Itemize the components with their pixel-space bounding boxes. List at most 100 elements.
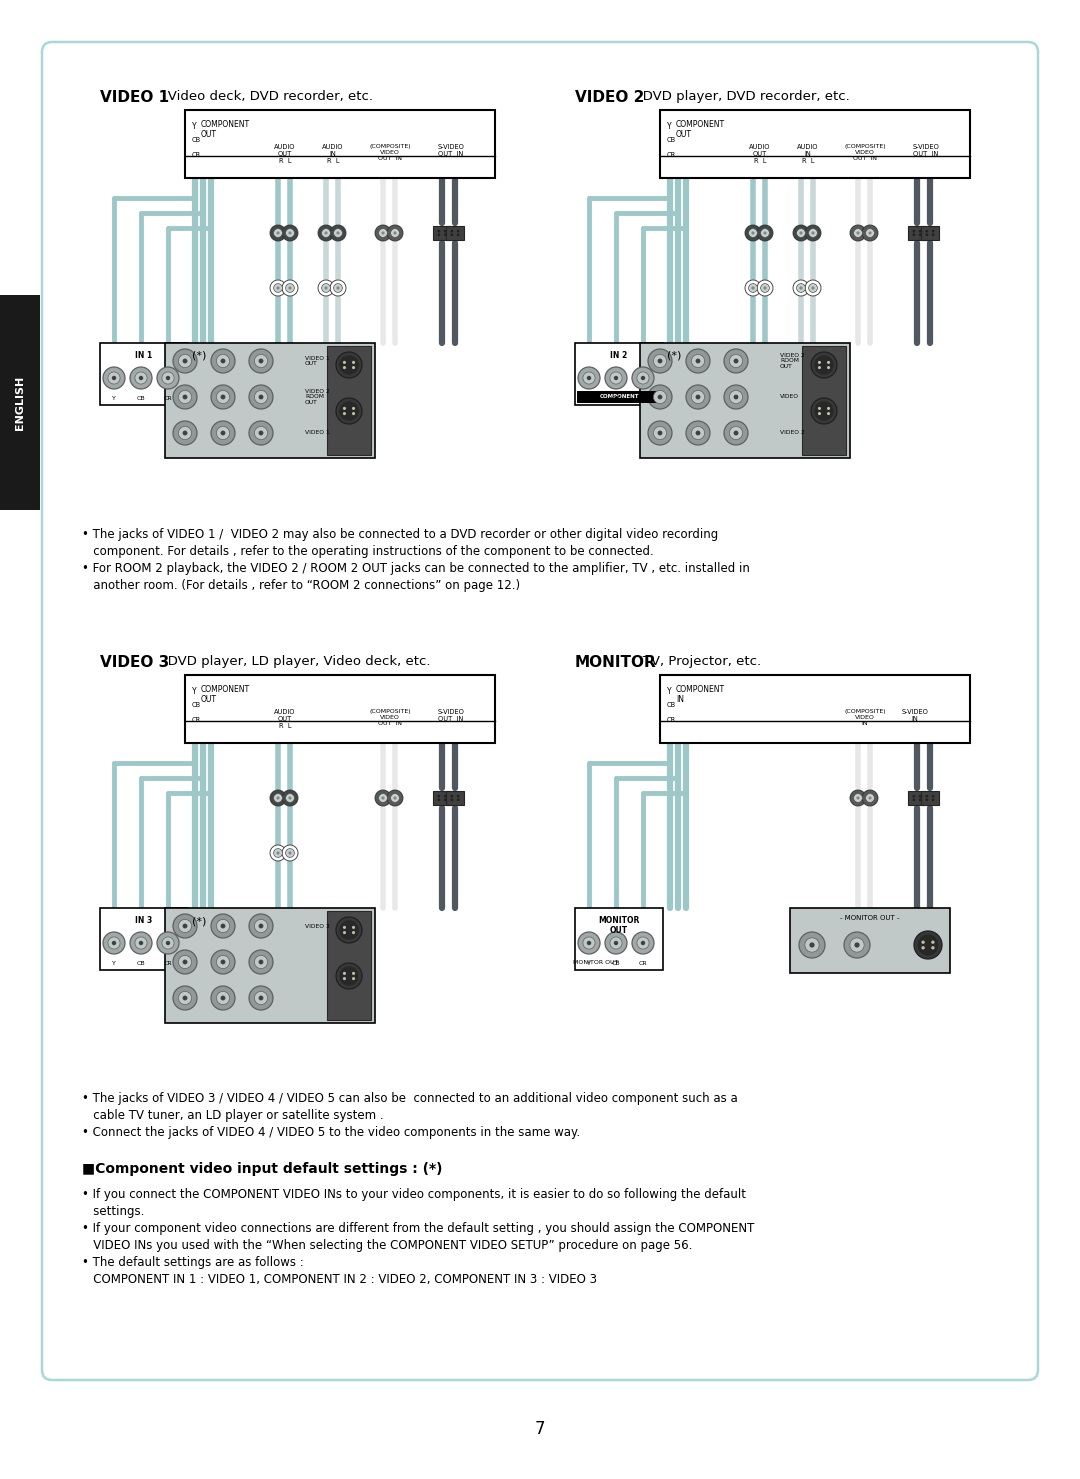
Circle shape — [931, 947, 934, 950]
Circle shape — [285, 284, 295, 293]
Circle shape — [342, 932, 346, 935]
Circle shape — [578, 367, 600, 389]
Text: VIDEO: VIDEO — [780, 395, 799, 399]
Circle shape — [162, 938, 174, 950]
Circle shape — [255, 390, 268, 404]
Circle shape — [648, 422, 672, 445]
Circle shape — [387, 225, 403, 241]
Circle shape — [166, 376, 171, 380]
Circle shape — [108, 371, 120, 385]
Circle shape — [919, 799, 921, 802]
Text: CB: CB — [611, 396, 620, 401]
Circle shape — [336, 287, 339, 290]
Circle shape — [270, 790, 286, 806]
Bar — [575, 343, 663, 405]
Circle shape — [273, 229, 282, 238]
Circle shape — [653, 426, 666, 439]
Circle shape — [258, 960, 264, 964]
Text: VIDEO 3: VIDEO 3 — [305, 923, 329, 929]
Circle shape — [760, 229, 769, 238]
Circle shape — [112, 941, 117, 945]
Text: IN: IN — [676, 695, 684, 704]
Circle shape — [249, 385, 273, 410]
Circle shape — [865, 794, 875, 803]
Circle shape — [809, 284, 818, 293]
Text: AUDIO
IN
R  L: AUDIO IN R L — [322, 143, 343, 164]
Bar — [0, 294, 40, 510]
Text: VIDEO 2: VIDEO 2 — [575, 90, 645, 105]
Circle shape — [288, 231, 292, 235]
Circle shape — [322, 284, 330, 293]
Circle shape — [211, 349, 235, 373]
Text: CB: CB — [137, 396, 146, 401]
Text: settings.: settings. — [82, 1205, 145, 1219]
Text: OUT: OUT — [201, 695, 217, 704]
Circle shape — [135, 371, 147, 385]
Circle shape — [183, 395, 188, 399]
Circle shape — [919, 229, 921, 232]
Circle shape — [130, 932, 152, 954]
Text: S-VIDEO
OUT  IN: S-VIDEO OUT IN — [913, 143, 940, 157]
Circle shape — [173, 422, 197, 445]
Circle shape — [216, 920, 230, 933]
Circle shape — [818, 413, 821, 416]
Circle shape — [342, 972, 346, 975]
Bar — [327, 346, 372, 456]
Text: CB: CB — [192, 138, 201, 143]
Text: AUDIO
IN
R  L: AUDIO IN R L — [797, 143, 819, 164]
Circle shape — [258, 995, 264, 1000]
Circle shape — [686, 349, 710, 373]
Circle shape — [139, 941, 144, 945]
Circle shape — [220, 395, 226, 399]
Circle shape — [586, 941, 591, 945]
Circle shape — [583, 938, 595, 950]
Circle shape — [276, 287, 280, 290]
Text: Y: Y — [192, 121, 197, 132]
Circle shape — [375, 225, 391, 241]
Circle shape — [288, 852, 292, 855]
Circle shape — [393, 231, 396, 235]
Circle shape — [856, 796, 860, 800]
Circle shape — [444, 799, 446, 802]
Bar — [921, 791, 939, 805]
Circle shape — [352, 361, 355, 364]
Circle shape — [322, 229, 330, 238]
Circle shape — [862, 225, 878, 241]
Circle shape — [216, 390, 230, 404]
Circle shape — [457, 794, 459, 797]
Circle shape — [811, 398, 837, 424]
Text: TV, Projector, etc.: TV, Projector, etc. — [630, 655, 760, 669]
Circle shape — [637, 371, 649, 385]
Circle shape — [324, 287, 327, 290]
Bar — [327, 911, 372, 1021]
Bar — [185, 109, 495, 177]
Circle shape — [640, 376, 645, 380]
Text: (COMPOSITE)
VIDEO
OUT  IN: (COMPOSITE) VIDEO OUT IN — [369, 708, 410, 726]
Circle shape — [632, 367, 654, 389]
Circle shape — [450, 799, 454, 802]
Text: VIDEO INs you used with the “When selecting the COMPONENT VIDEO SETUP” procedure: VIDEO INs you used with the “When select… — [82, 1239, 692, 1253]
Circle shape — [183, 995, 188, 1000]
Circle shape — [918, 935, 939, 955]
Circle shape — [258, 358, 264, 364]
Text: CR: CR — [192, 717, 201, 723]
Circle shape — [211, 385, 235, 410]
Text: OUT: OUT — [676, 130, 692, 139]
Circle shape — [342, 407, 346, 410]
Circle shape — [178, 991, 191, 1004]
Circle shape — [444, 229, 446, 232]
Text: AUDIO
OUT
R  L: AUDIO OUT R L — [274, 143, 296, 164]
Circle shape — [809, 942, 814, 948]
Bar — [433, 791, 451, 805]
Circle shape — [450, 234, 454, 237]
Circle shape — [793, 280, 809, 296]
Circle shape — [850, 938, 864, 952]
Text: CR: CR — [192, 152, 201, 158]
Bar — [908, 791, 926, 805]
Circle shape — [336, 352, 362, 379]
Circle shape — [913, 234, 915, 237]
Circle shape — [342, 978, 346, 981]
Circle shape — [112, 376, 117, 380]
Circle shape — [658, 358, 662, 364]
Circle shape — [391, 229, 400, 238]
